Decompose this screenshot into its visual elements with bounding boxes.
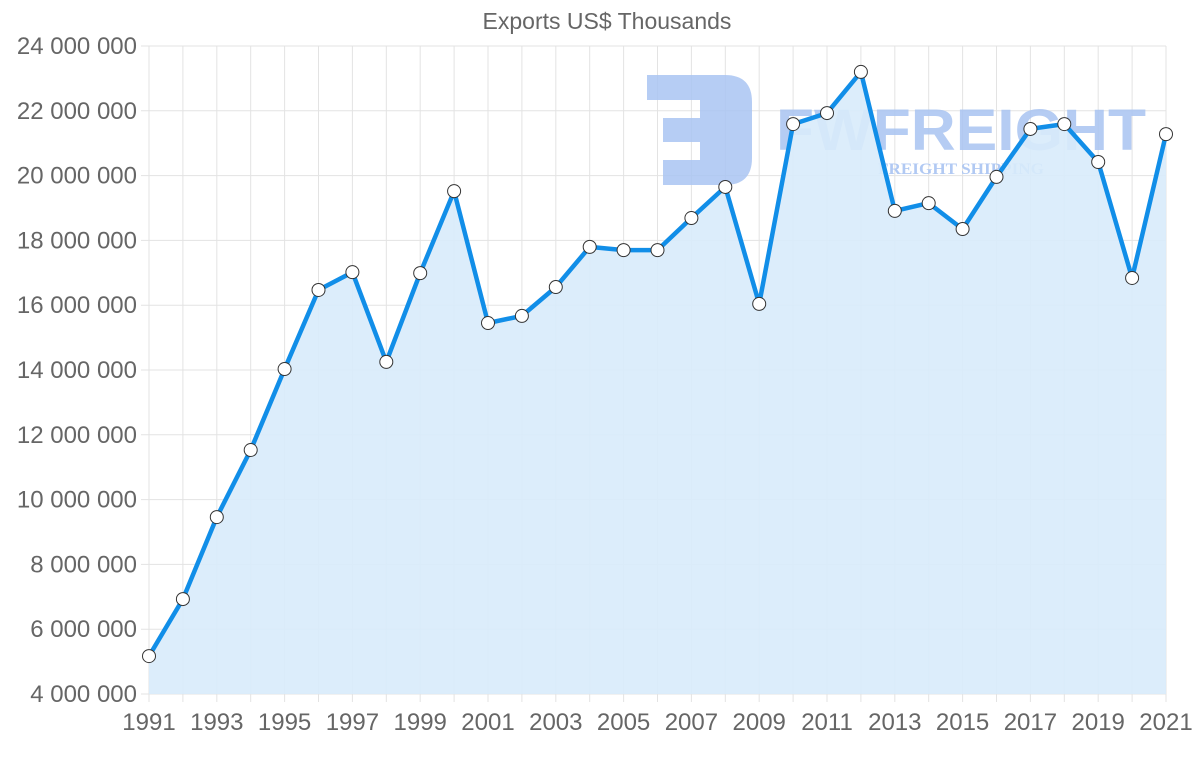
x-tick-label: 2013 xyxy=(868,709,921,736)
data-point-1998[interactable] xyxy=(379,354,394,369)
y-tick-label: 22 000 000 xyxy=(17,98,137,125)
data-point-1997[interactable] xyxy=(345,265,360,280)
x-axis: 1991 1993 1995 1997 1999 2001 2003 2005 2007 2009… xyxy=(122,709,1192,736)
y-tick-label: 18 000 000 xyxy=(17,227,137,254)
y-tick-label: 24 000 000 xyxy=(17,33,137,60)
y-tick-label: 16 000 000 xyxy=(17,292,137,319)
data-point-2003[interactable] xyxy=(548,280,563,295)
data-point-2017[interactable] xyxy=(1023,121,1038,136)
data-point-2006[interactable] xyxy=(650,243,665,258)
data-point-2007[interactable] xyxy=(684,211,699,226)
data-point-2014[interactable] xyxy=(921,196,936,211)
data-point-2004[interactable] xyxy=(582,239,597,254)
data-point-1999[interactable] xyxy=(413,266,428,281)
x-tick-label: 2015 xyxy=(936,709,989,736)
x-tick-label: 2009 xyxy=(733,709,786,736)
y-tick-label: 12 000 000 xyxy=(17,422,137,449)
y-tick-label: 10 000 000 xyxy=(17,487,137,514)
x-tick-label: 1999 xyxy=(394,709,447,736)
data-point-1996[interactable] xyxy=(311,282,326,297)
x-tick-label: 2003 xyxy=(529,709,582,736)
data-point-2009[interactable] xyxy=(752,296,767,311)
x-tick-label: 2007 xyxy=(665,709,718,736)
x-tick-label: 1995 xyxy=(258,709,311,736)
series-exports xyxy=(142,64,1173,694)
data-point-2002[interactable] xyxy=(514,308,529,323)
x-tick-label: 2021 xyxy=(1139,709,1192,736)
data-point-2011[interactable] xyxy=(820,106,834,121)
y-tick-label: 8 000 000 xyxy=(30,551,137,578)
x-tick-label: 2001 xyxy=(461,709,514,736)
data-point-2018[interactable] xyxy=(1057,117,1072,132)
chart-title: Exports US$ Thousands xyxy=(482,8,732,34)
data-point-1992[interactable] xyxy=(175,592,190,607)
x-tick-label: 1991 xyxy=(122,709,175,736)
data-point-2020[interactable] xyxy=(1125,270,1140,285)
data-point-2000[interactable] xyxy=(447,184,462,199)
x-tick-label: 2017 xyxy=(1004,709,1057,736)
data-point-2005[interactable] xyxy=(616,243,631,258)
y-tick-label: 6 000 000 xyxy=(30,616,137,643)
data-point-2016[interactable] xyxy=(989,169,1004,184)
data-point-2013[interactable] xyxy=(887,203,902,218)
y-axis: 4 000 000 6 000 000 8 000 000 10 000 000 12 … xyxy=(17,33,137,708)
data-point-2012[interactable] xyxy=(853,64,868,79)
watermark-logo-icon xyxy=(647,75,752,185)
data-point-1995[interactable] xyxy=(277,362,292,377)
data-point-2019[interactable] xyxy=(1091,154,1106,169)
y-tick-label: 20 000 000 xyxy=(17,163,137,190)
series-area-fill xyxy=(149,71,1166,694)
x-tick-label: 2005 xyxy=(597,709,650,736)
data-point-1991[interactable] xyxy=(142,649,156,664)
data-point-1993[interactable] xyxy=(209,510,224,525)
x-tick-label: 1997 xyxy=(326,709,379,736)
x-tick-label: 1993 xyxy=(190,709,243,736)
data-point-2001[interactable] xyxy=(481,316,495,331)
data-point-2021[interactable] xyxy=(1159,127,1173,142)
x-tick-label: 2011 xyxy=(801,709,853,736)
data-point-2015[interactable] xyxy=(955,222,970,237)
y-tick-label: 4 000 000 xyxy=(30,681,137,708)
y-tick-label: 14 000 000 xyxy=(17,357,137,384)
x-tick-label: 2019 xyxy=(1072,709,1125,736)
data-point-2010[interactable] xyxy=(786,117,801,132)
data-point-2008[interactable] xyxy=(718,179,733,194)
data-point-1994[interactable] xyxy=(243,443,258,458)
